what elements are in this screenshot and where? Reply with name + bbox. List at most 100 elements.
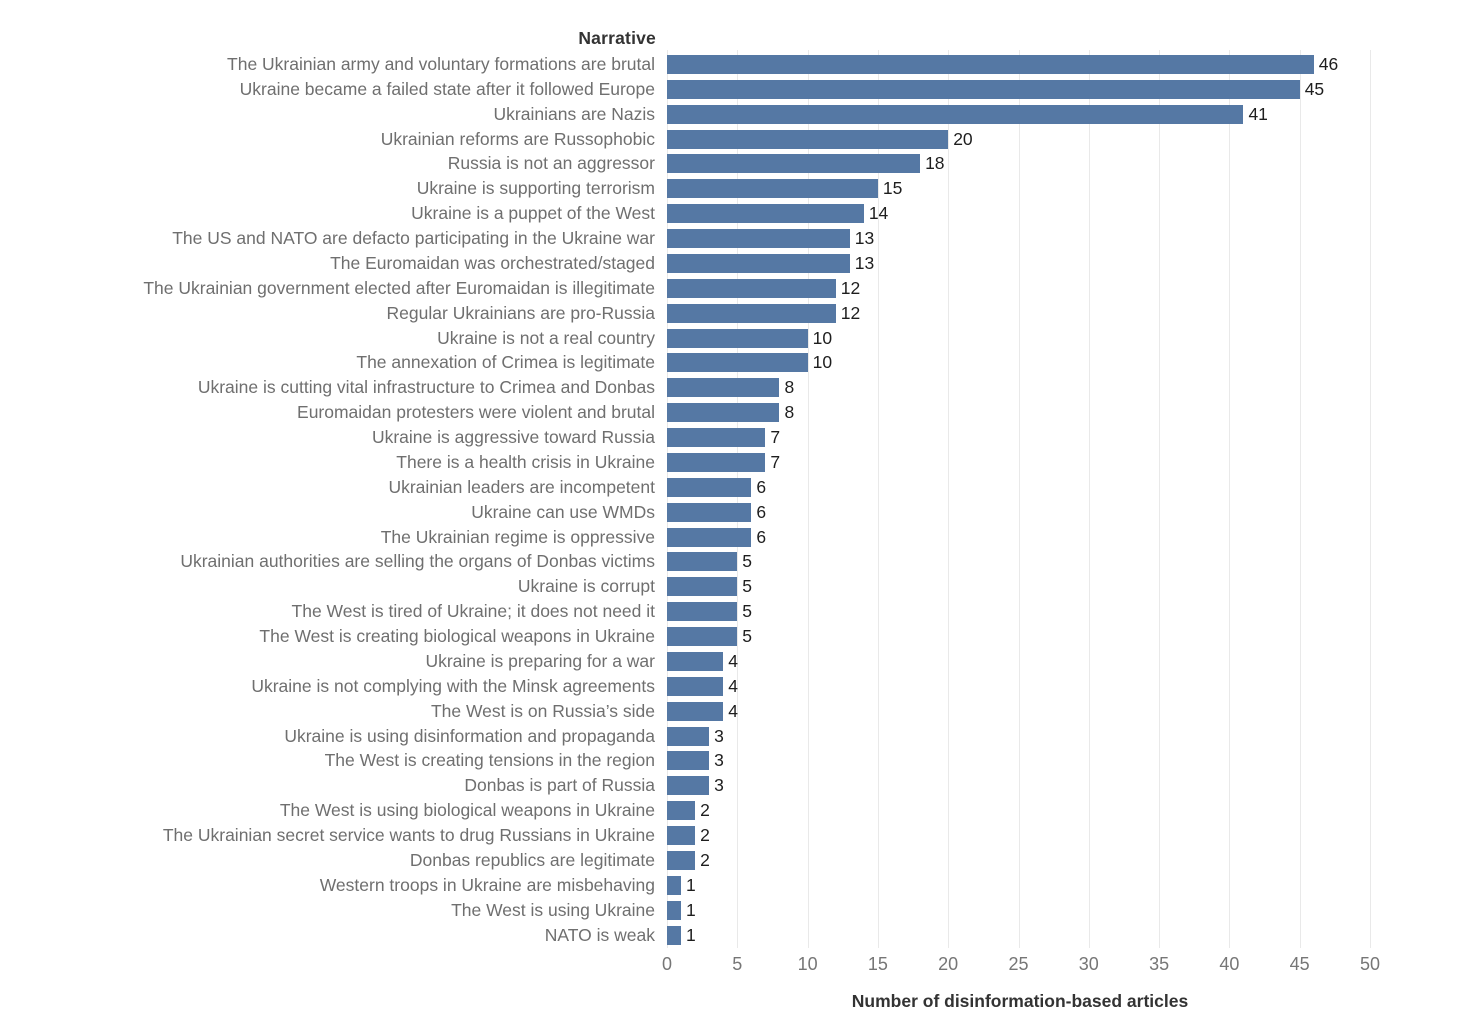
category-label: Ukrainian authorities are selling the or… <box>180 551 655 572</box>
bar[interactable] <box>667 229 850 249</box>
bar-row: NATO is weak 1 <box>0 923 1484 948</box>
bar[interactable] <box>667 54 1314 74</box>
bar[interactable] <box>667 253 850 273</box>
bar[interactable] <box>667 751 710 771</box>
bar[interactable] <box>667 79 1300 99</box>
bar[interactable] <box>667 875 682 895</box>
bar[interactable] <box>667 104 1244 124</box>
x-tick-label: 25 <box>1008 954 1029 974</box>
bar-wrap: 45 <box>667 79 1324 100</box>
bar-wrap: 10 <box>667 328 832 349</box>
category-label: Ukrainian leaders are incompetent <box>388 476 655 497</box>
bar[interactable] <box>667 552 738 572</box>
category-label: Ukraine is supporting terrorism <box>416 178 655 199</box>
bar-row: Ukrainian leaders are incompetent 6 <box>0 475 1484 500</box>
bar[interactable] <box>667 577 738 597</box>
value-label: 2 <box>700 800 710 821</box>
bar-wrap: 20 <box>667 129 973 150</box>
category-label: Donbas is part of Russia <box>464 775 655 796</box>
category-label: The Ukrainian secret service wants to dr… <box>162 825 655 846</box>
bar-row: Ukraine became a failed state after it f… <box>0 77 1484 102</box>
bar[interactable] <box>667 328 808 348</box>
bar[interactable] <box>667 801 696 821</box>
bar[interactable] <box>667 527 752 547</box>
bar-wrap: 5 <box>667 601 752 622</box>
plot-area <box>667 50 1379 948</box>
bar[interactable] <box>667 378 780 398</box>
gridline <box>667 50 668 948</box>
bar-row: Ukraine is cutting vital infrastructure … <box>0 375 1484 400</box>
bar[interactable] <box>667 602 738 622</box>
value-label: 4 <box>728 675 738 696</box>
bar[interactable] <box>667 826 696 846</box>
bar[interactable] <box>667 154 921 174</box>
bar-row: Donbas is part of Russia 3 <box>0 773 1484 798</box>
value-label: 4 <box>728 700 738 721</box>
value-label: 1 <box>686 899 696 920</box>
bar-wrap: 5 <box>667 576 752 597</box>
value-label: 7 <box>770 451 781 472</box>
gridline <box>1088 50 1090 948</box>
value-label: 5 <box>742 601 753 622</box>
bar[interactable] <box>667 303 836 323</box>
bar[interactable] <box>667 502 752 522</box>
x-tick-label: 45 <box>1289 954 1310 974</box>
category-label: The West is using biological weapons in … <box>279 800 655 821</box>
bar-wrap: 13 <box>667 253 874 274</box>
bar-wrap: 1 <box>667 875 696 896</box>
bar[interactable] <box>667 403 780 423</box>
bar-wrap: 18 <box>667 153 945 174</box>
value-label: 6 <box>756 526 767 547</box>
bar-row: Ukrainian reforms are Russophobic 20 <box>0 127 1484 152</box>
bar[interactable] <box>667 278 836 298</box>
bar-row: Ukraine is corrupt 5 <box>0 574 1484 599</box>
bar-wrap: 41 <box>667 104 1268 125</box>
bar[interactable] <box>667 850 696 870</box>
bar-wrap: 4 <box>667 676 738 697</box>
category-label: Ukrainian reforms are Russophobic <box>380 128 655 149</box>
category-label: Ukraine can use WMDs <box>471 501 655 522</box>
x-tick-label: 50 <box>1359 954 1381 974</box>
value-label: 7 <box>770 427 781 448</box>
category-label: The West is on Russia’s side <box>430 700 655 721</box>
bar[interactable] <box>667 179 878 199</box>
bar-wrap: 8 <box>667 377 794 398</box>
bar[interactable] <box>667 900 682 920</box>
bar[interactable] <box>667 676 724 696</box>
bar[interactable] <box>667 452 766 472</box>
gridline <box>1370 50 1371 948</box>
bar[interactable] <box>667 204 864 224</box>
bar[interactable] <box>667 428 766 448</box>
bar-row: Regular Ukrainians are pro-Russia 12 <box>0 301 1484 326</box>
x-tick-label: 30 <box>1078 954 1099 974</box>
bar-row: The West is creating biological weapons … <box>0 624 1484 649</box>
value-label: 41 <box>1248 103 1268 124</box>
bar-wrap: 3 <box>667 775 724 796</box>
gridline <box>1159 50 1161 948</box>
bar-row: The West is using biological weapons in … <box>0 798 1484 823</box>
value-label: 45 <box>1304 78 1325 99</box>
bar[interactable] <box>667 701 724 721</box>
bar-wrap: 13 <box>667 228 874 249</box>
category-label: The West is creating biological weapons … <box>259 626 655 647</box>
bar-row: Ukraine is a puppet of the West 14 <box>0 201 1484 226</box>
bar[interactable] <box>667 651 724 671</box>
bar[interactable] <box>667 627 738 647</box>
gridline <box>807 50 809 948</box>
bar-wrap: 2 <box>667 825 710 846</box>
bar-wrap: 10 <box>667 352 832 373</box>
value-label: 10 <box>812 327 833 348</box>
value-label: 46 <box>1318 53 1339 74</box>
bar-row: The Ukrainian army and voluntary formati… <box>0 52 1484 77</box>
bar[interactable] <box>667 129 949 149</box>
value-label: 12 <box>840 277 861 298</box>
bar[interactable] <box>667 726 710 746</box>
bar[interactable] <box>667 477 752 497</box>
bar[interactable] <box>667 776 710 796</box>
category-label: Ukraine is aggressive toward Russia <box>371 427 655 448</box>
bar[interactable] <box>667 925 682 945</box>
bar-row: The Euromaidan was orchestrated/staged 1… <box>0 251 1484 276</box>
value-label: 3 <box>714 750 724 771</box>
bar[interactable] <box>667 353 808 373</box>
category-label: Ukraine is preparing for a war <box>425 650 655 671</box>
